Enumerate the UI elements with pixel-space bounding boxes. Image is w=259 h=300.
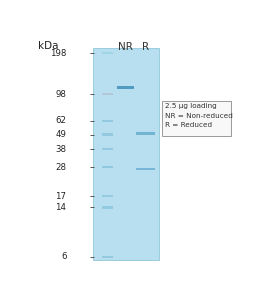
Bar <box>102 166 113 168</box>
Text: 2.5 μg loading
NR = Non-reduced
R = Reduced: 2.5 μg loading NR = Non-reduced R = Redu… <box>165 103 233 128</box>
Text: 6: 6 <box>61 252 67 261</box>
Text: 49: 49 <box>56 130 67 139</box>
Text: 98: 98 <box>56 90 67 99</box>
Bar <box>102 206 113 208</box>
Bar <box>102 52 113 54</box>
Text: 28: 28 <box>55 163 67 172</box>
Bar <box>102 134 113 136</box>
Text: 38: 38 <box>55 145 67 154</box>
Text: 14: 14 <box>55 203 67 212</box>
Text: 17: 17 <box>55 192 67 201</box>
Bar <box>102 256 113 258</box>
Bar <box>102 93 113 95</box>
Bar <box>102 195 113 197</box>
Bar <box>117 86 134 89</box>
Bar <box>136 132 155 135</box>
Bar <box>102 148 113 150</box>
Text: R: R <box>142 42 149 52</box>
Text: kDa: kDa <box>38 40 59 51</box>
Bar <box>93 47 159 260</box>
Text: 62: 62 <box>55 116 67 125</box>
Text: 198: 198 <box>50 49 67 58</box>
Bar <box>162 101 231 136</box>
Text: NR: NR <box>118 42 133 52</box>
Bar <box>136 168 155 170</box>
Bar <box>102 120 113 122</box>
